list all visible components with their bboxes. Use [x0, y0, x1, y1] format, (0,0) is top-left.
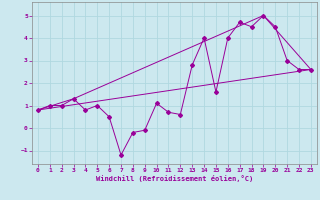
X-axis label: Windchill (Refroidissement éolien,°C): Windchill (Refroidissement éolien,°C) — [96, 175, 253, 182]
